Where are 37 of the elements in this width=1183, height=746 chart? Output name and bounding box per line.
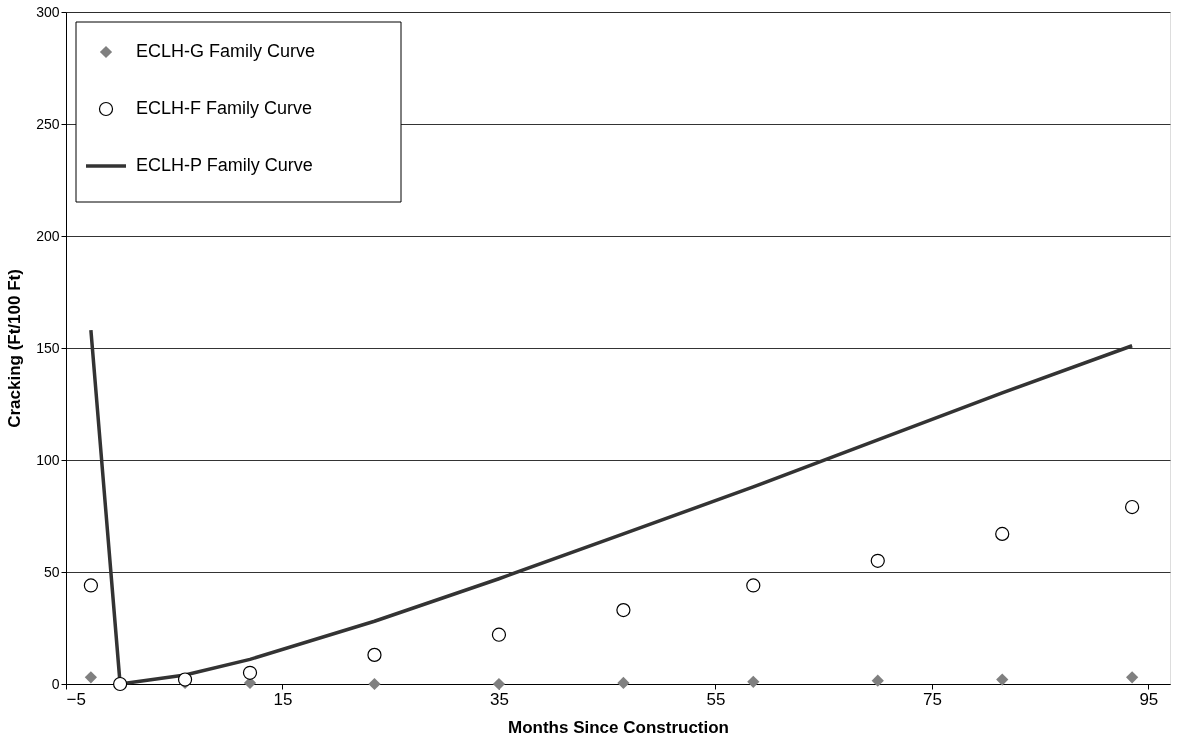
x-tick-label: 15 <box>273 689 293 709</box>
y-tick-label: 300 <box>36 3 60 20</box>
point <box>871 674 884 687</box>
y-tick-label: 100 <box>36 451 60 468</box>
point <box>870 553 885 568</box>
point <box>368 677 381 691</box>
point <box>1125 671 1139 684</box>
y-tick-label: 50 <box>43 563 60 580</box>
point <box>747 675 760 688</box>
point <box>746 578 761 593</box>
y-axis-title: Cracking (Ft/100 Ft) <box>5 269 25 428</box>
y-tick-label: 250 <box>36 115 60 132</box>
y-tick-label: 200 <box>36 227 60 244</box>
y-tick-label: 150 <box>36 339 60 356</box>
point <box>242 665 258 680</box>
point <box>617 676 630 689</box>
point <box>996 673 1009 686</box>
point <box>113 676 128 692</box>
x-tick-label: 35 <box>489 689 509 709</box>
point <box>616 602 631 618</box>
x-tick-label: −5 <box>66 689 86 709</box>
legend-label: ECLH-P Family Curve <box>136 155 313 175</box>
point <box>84 671 98 684</box>
point <box>83 578 99 593</box>
point <box>492 677 506 691</box>
point <box>1125 499 1140 515</box>
legend-label: ECLH-G Family Curve <box>136 41 316 61</box>
point <box>491 627 507 642</box>
point <box>995 526 1010 542</box>
x-axis-title: Months Since Construction <box>508 717 729 737</box>
point <box>177 672 193 687</box>
x-tick-label: 55 <box>706 689 726 709</box>
legend-label: ECLH-F Family Curve <box>136 98 313 118</box>
y-tick-label: 0 <box>51 675 60 692</box>
x-tick-label: 95 <box>1139 689 1159 709</box>
point <box>367 647 382 662</box>
x-tick-label: 75 <box>922 689 942 709</box>
